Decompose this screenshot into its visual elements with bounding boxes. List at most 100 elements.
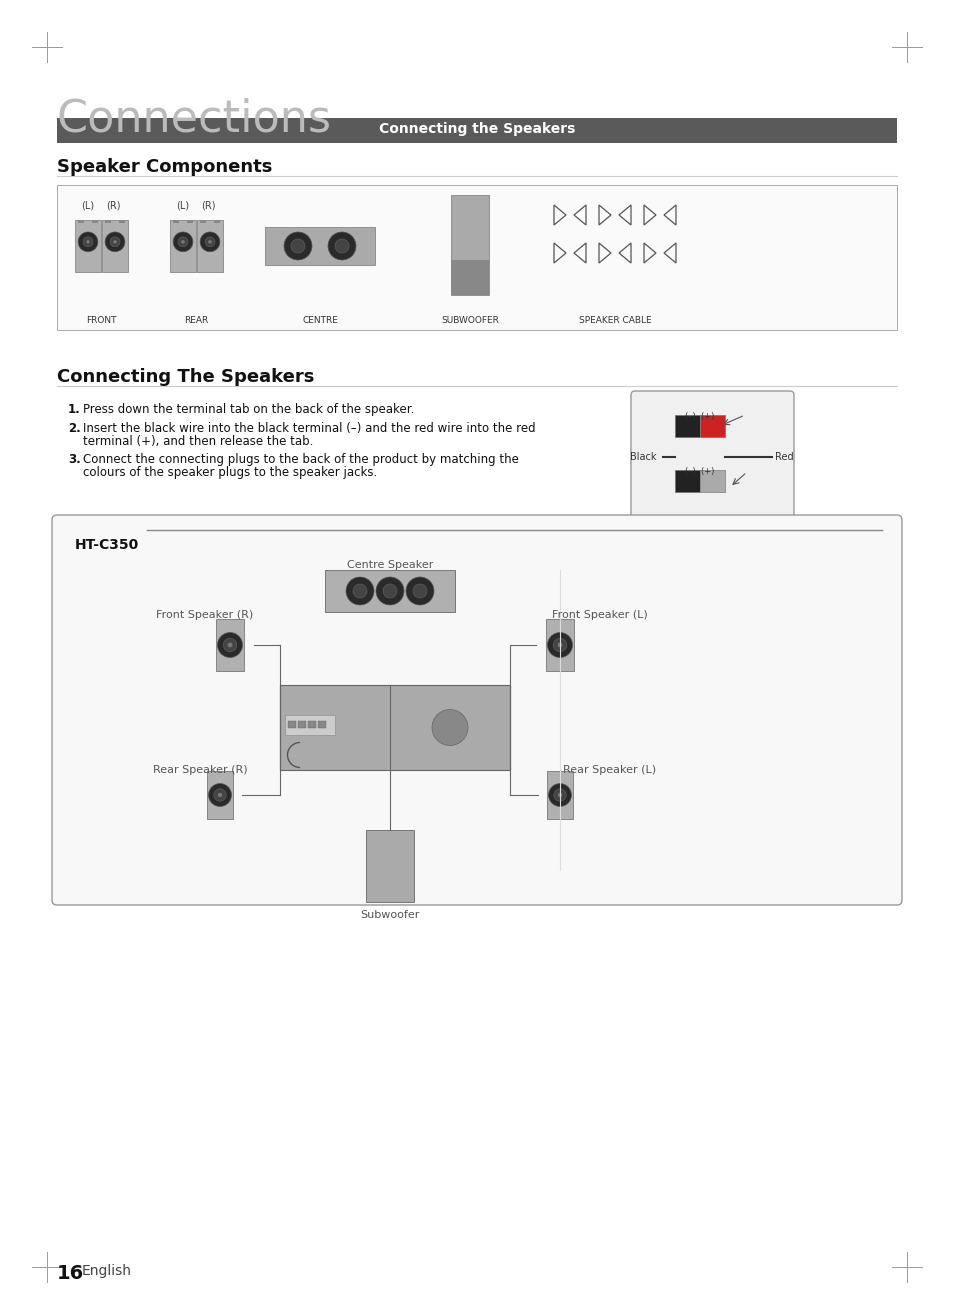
Bar bbox=[675, 470, 724, 491]
Text: 1.: 1. bbox=[68, 403, 81, 417]
Text: English: English bbox=[82, 1264, 132, 1279]
Text: Rear Speaker (R): Rear Speaker (R) bbox=[152, 765, 247, 775]
Text: Connecting the Speakers: Connecting the Speakers bbox=[378, 122, 575, 137]
Bar bbox=[207, 771, 233, 819]
Text: SUBWOOFER: SUBWOOFER bbox=[440, 315, 498, 325]
Circle shape bbox=[178, 237, 188, 247]
Circle shape bbox=[86, 240, 90, 243]
Text: Connect the connecting plugs to the back of the product by matching the: Connect the connecting plugs to the back… bbox=[83, 453, 518, 466]
Text: Press down the terminal tab on the back of the speaker.: Press down the terminal tab on the back … bbox=[83, 403, 414, 417]
Text: terminal (+), and then release the tab.: terminal (+), and then release the tab. bbox=[83, 435, 313, 448]
Bar bbox=[187, 219, 193, 223]
Bar bbox=[675, 470, 700, 491]
Bar bbox=[325, 570, 455, 612]
Bar bbox=[196, 219, 223, 272]
Text: Front Speaker (R): Front Speaker (R) bbox=[156, 610, 253, 620]
FancyBboxPatch shape bbox=[52, 515, 901, 905]
Circle shape bbox=[181, 240, 185, 243]
Circle shape bbox=[406, 577, 434, 604]
Bar bbox=[451, 260, 489, 296]
Text: Rear Speaker (L): Rear Speaker (L) bbox=[563, 765, 656, 775]
Text: Centre Speaker: Centre Speaker bbox=[347, 560, 433, 570]
Bar bbox=[308, 721, 315, 728]
Bar bbox=[545, 619, 574, 671]
Bar bbox=[675, 415, 724, 438]
Circle shape bbox=[291, 239, 305, 254]
Circle shape bbox=[382, 583, 396, 598]
Circle shape bbox=[375, 577, 403, 604]
Bar bbox=[297, 721, 306, 728]
Circle shape bbox=[553, 639, 566, 652]
Text: Connecting The Speakers: Connecting The Speakers bbox=[57, 368, 314, 386]
Bar bbox=[317, 721, 326, 728]
Text: SPEAKER CABLE: SPEAKER CABLE bbox=[578, 315, 651, 325]
Text: 3.: 3. bbox=[68, 453, 81, 466]
Bar bbox=[200, 219, 206, 223]
Circle shape bbox=[554, 788, 565, 802]
Circle shape bbox=[213, 788, 226, 802]
Circle shape bbox=[284, 233, 312, 260]
Bar bbox=[172, 219, 179, 223]
Bar bbox=[57, 185, 896, 330]
Text: (L): (L) bbox=[176, 200, 190, 210]
Text: 16: 16 bbox=[57, 1264, 84, 1282]
Text: Front Speaker (L): Front Speaker (L) bbox=[552, 610, 647, 620]
Circle shape bbox=[209, 783, 232, 807]
Bar bbox=[285, 715, 335, 735]
Bar bbox=[700, 470, 724, 491]
Bar bbox=[102, 219, 128, 272]
Circle shape bbox=[110, 237, 120, 247]
Bar bbox=[75, 219, 101, 272]
Circle shape bbox=[113, 240, 116, 243]
Bar bbox=[451, 194, 489, 296]
Circle shape bbox=[78, 233, 98, 252]
Bar bbox=[105, 219, 111, 223]
Text: (–)  (+): (–) (+) bbox=[684, 466, 714, 476]
Text: (L): (L) bbox=[81, 200, 94, 210]
Bar bbox=[91, 219, 98, 223]
Circle shape bbox=[208, 240, 212, 243]
Circle shape bbox=[413, 583, 427, 598]
Text: Speaker Components: Speaker Components bbox=[57, 158, 273, 176]
Circle shape bbox=[547, 632, 572, 657]
Circle shape bbox=[83, 237, 92, 247]
Text: Insert the black wire into the black terminal (–) and the red wire into the red: Insert the black wire into the black ter… bbox=[83, 422, 535, 435]
Bar bbox=[280, 685, 510, 770]
Bar bbox=[213, 219, 220, 223]
Text: CENTRE: CENTRE bbox=[302, 315, 337, 325]
Circle shape bbox=[228, 643, 233, 648]
Circle shape bbox=[353, 583, 367, 598]
Text: FRONT: FRONT bbox=[86, 315, 116, 325]
Bar bbox=[57, 118, 896, 143]
Bar bbox=[215, 619, 244, 671]
Circle shape bbox=[172, 233, 193, 252]
Circle shape bbox=[200, 233, 219, 252]
Bar bbox=[288, 721, 295, 728]
Circle shape bbox=[548, 783, 571, 807]
Text: Black: Black bbox=[630, 452, 657, 463]
Bar bbox=[78, 219, 84, 223]
Bar bbox=[546, 771, 573, 819]
Circle shape bbox=[205, 237, 214, 247]
Bar bbox=[700, 415, 724, 438]
Bar bbox=[366, 830, 414, 901]
Text: REAR: REAR bbox=[184, 315, 208, 325]
Circle shape bbox=[335, 239, 349, 254]
Circle shape bbox=[558, 792, 561, 798]
Text: HT-C350: HT-C350 bbox=[75, 537, 139, 552]
Bar bbox=[265, 227, 375, 265]
Bar bbox=[119, 219, 125, 223]
Circle shape bbox=[557, 643, 562, 648]
Text: (R): (R) bbox=[200, 200, 215, 210]
Circle shape bbox=[328, 233, 355, 260]
Circle shape bbox=[217, 792, 222, 798]
Text: Subwoofer: Subwoofer bbox=[360, 911, 419, 920]
Bar bbox=[170, 219, 195, 272]
Text: (R): (R) bbox=[106, 200, 120, 210]
Bar bbox=[675, 415, 700, 438]
Circle shape bbox=[432, 710, 468, 745]
Circle shape bbox=[217, 632, 242, 657]
Circle shape bbox=[223, 639, 236, 652]
Text: Connections: Connections bbox=[57, 97, 332, 141]
Circle shape bbox=[105, 233, 125, 252]
